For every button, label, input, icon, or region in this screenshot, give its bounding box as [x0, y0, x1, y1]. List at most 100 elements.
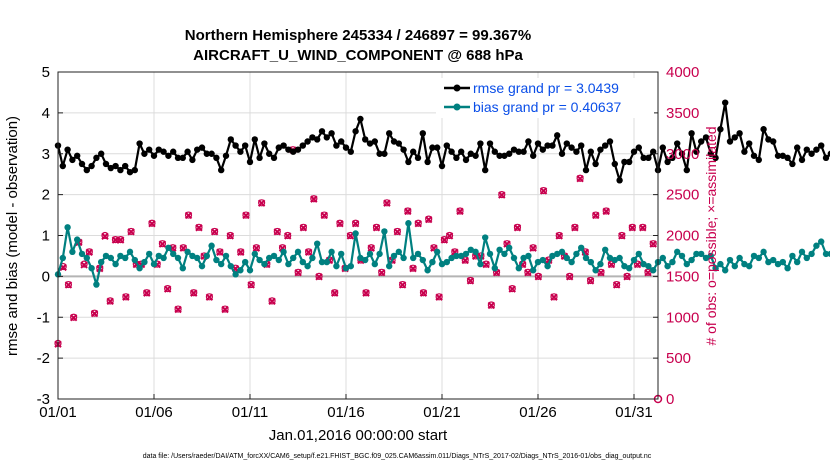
rmse-point [98, 150, 105, 157]
bias-point [597, 260, 604, 268]
rmse-point [712, 154, 719, 162]
rmse-point [626, 158, 633, 166]
rmse-point [366, 140, 374, 147]
obs-possible-point [566, 272, 574, 280]
bias-point [414, 250, 422, 258]
obs-possible-point [592, 211, 600, 219]
rmse-point [659, 144, 666, 151]
right-tick-label: 2000 [666, 228, 699, 245]
obs-assimilated-point [210, 228, 219, 236]
rmse-point [395, 140, 402, 147]
bias-point [520, 254, 527, 262]
bias-point [635, 250, 642, 258]
obs-assimilated-point [367, 244, 375, 252]
rmse-point [381, 150, 388, 157]
rmse-point [482, 166, 489, 174]
rmse-point [208, 150, 215, 157]
rmse-point [741, 148, 748, 155]
obs-assimilated-point [242, 211, 250, 220]
rmse-point [141, 150, 148, 157]
rmse-point [554, 132, 561, 139]
bias-point [424, 267, 431, 274]
obs-assimilated-point [529, 244, 537, 252]
bias-point [534, 258, 542, 266]
bias-point [318, 258, 326, 266]
obs-assimilated-point [106, 297, 114, 306]
obs-possible-point [70, 313, 78, 321]
obs-possible-point [179, 244, 187, 252]
rmse-point [256, 154, 263, 162]
bias-point [611, 256, 618, 264]
bias-point [506, 244, 513, 251]
rmse-point [707, 150, 714, 157]
obs-assimilated-point [190, 289, 198, 297]
bias-point [362, 256, 369, 264]
y-tick-label: 2 [42, 187, 50, 204]
bias-point [698, 250, 705, 258]
bias-point [299, 258, 306, 266]
bias-point [275, 256, 282, 264]
obs-possible-point [404, 207, 412, 215]
bias-point [477, 260, 484, 268]
rmse-point [170, 148, 177, 155]
bias-point [237, 267, 244, 274]
bias-point [59, 254, 66, 262]
obs-possible-point [211, 227, 219, 236]
bias-point [448, 254, 455, 262]
bias-point [669, 258, 676, 266]
obs-possible-point [539, 186, 548, 195]
obs-assimilated-point [550, 293, 558, 301]
bias-point [323, 258, 330, 266]
obs-possible-point [216, 248, 224, 256]
bias-point [136, 265, 143, 272]
obs-possible-point [639, 223, 647, 231]
rmse-point [448, 148, 455, 155]
obs-possible-point [336, 219, 344, 227]
rmse-point [237, 148, 244, 155]
obs-assimilated-point [346, 232, 355, 240]
rmse-point [414, 154, 422, 162]
obs-assimilated-point [304, 248, 313, 256]
obs-assimilated-point [320, 211, 328, 220]
bias-point [592, 267, 599, 274]
obs-possible-point [498, 191, 506, 199]
rmse-point [539, 146, 546, 153]
obs-assimilated-point [592, 211, 600, 220]
rmse-point [194, 146, 201, 153]
obs-possible-point [440, 235, 448, 244]
obs-possible-point [252, 244, 260, 252]
rmse-point [371, 138, 378, 145]
rmse-point [174, 154, 182, 162]
bias-point [405, 220, 412, 227]
bias-point [688, 256, 695, 264]
bias-point [309, 254, 316, 262]
bias-point [189, 252, 196, 260]
bias-point [390, 252, 398, 260]
obs-assimilated-point [184, 211, 193, 220]
rmse-point [688, 130, 695, 137]
y-tick-label: 5 [42, 64, 50, 81]
bias-point [578, 244, 585, 251]
bias-point [78, 250, 86, 258]
rmse-point [213, 154, 220, 162]
rmse-point [760, 126, 767, 133]
obs-possible-point [419, 289, 428, 297]
bias-point [74, 236, 81, 243]
bias-point [194, 254, 201, 262]
obs-possible-point [398, 280, 407, 289]
obs-assimilated-point [148, 219, 156, 228]
rmse-point [587, 148, 594, 155]
rmse-point [323, 134, 330, 141]
obs-assimilated-point [336, 219, 344, 228]
rmse-point [486, 140, 494, 147]
y-tick-label: 0 [42, 268, 50, 285]
obs-possible-point [294, 268, 302, 276]
obs-possible-point [242, 211, 250, 219]
rmse-point [318, 128, 326, 135]
rmse-point [232, 142, 239, 149]
x-tick-label: 01/26 [519, 404, 557, 421]
obs-possible-point [550, 293, 558, 301]
obs-assimilated-point [419, 289, 428, 297]
rmse-point [126, 168, 134, 176]
bias-point [131, 256, 138, 264]
